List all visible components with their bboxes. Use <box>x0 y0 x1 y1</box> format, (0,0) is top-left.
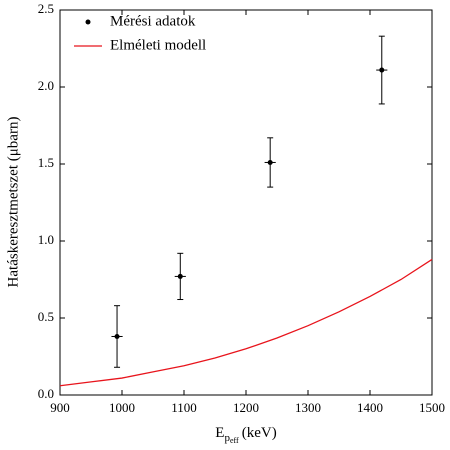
model-line <box>59 258 433 387</box>
x-label-sub: p <box>224 432 230 444</box>
x-tick-label: 1400 <box>357 400 383 415</box>
x-tick-label: 1300 <box>295 400 321 415</box>
x-label-subsub: eff <box>230 436 239 445</box>
y-tick-label: 0.5 <box>38 309 54 324</box>
data-point <box>177 273 183 279</box>
x-label-unit: (keV) <box>242 425 277 441</box>
legend-label: Mérési adatok <box>110 13 196 29</box>
y-tick-label: 0.0 <box>38 386 54 401</box>
x-axis-label: Epeff (keV) <box>215 425 276 444</box>
x-label-main: E <box>215 425 224 441</box>
x-tick-label: 1000 <box>109 400 135 415</box>
legend-marker <box>85 19 91 25</box>
data-point <box>379 67 385 73</box>
y-tick-label: 2.0 <box>38 78 54 93</box>
y-tick-label: 2.5 <box>38 1 54 16</box>
data-point <box>267 159 273 165</box>
x-tick-label: 1200 <box>233 400 259 415</box>
x-tick-label: 900 <box>50 400 70 415</box>
y-tick-label: 1.0 <box>38 232 54 247</box>
legend-label: Elméleti modell <box>110 37 206 53</box>
x-tick-label: 1100 <box>171 400 197 415</box>
x-tick-label: 1500 <box>419 400 445 415</box>
data-point <box>114 333 120 339</box>
y-axis-label: Hatáskeresztmetszet (μbarn) <box>5 117 21 288</box>
y-tick-label: 1.5 <box>38 155 54 170</box>
